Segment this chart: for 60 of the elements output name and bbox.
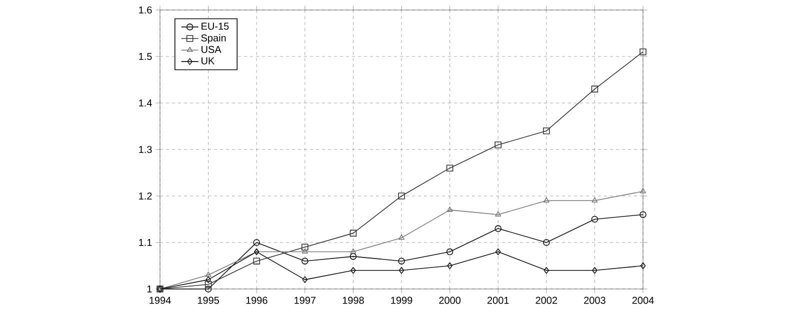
point bbox=[253, 258, 260, 264]
point bbox=[543, 197, 550, 203]
y-tick-label: 1.1 bbox=[139, 239, 152, 246]
point bbox=[302, 276, 308, 284]
point bbox=[302, 244, 308, 251]
point bbox=[206, 276, 211, 284]
legend-label: UK bbox=[202, 57, 215, 64]
point bbox=[640, 188, 646, 194]
x-tick-label: 2003 bbox=[584, 296, 606, 304]
x-tick-label: 1996 bbox=[246, 296, 268, 304]
point bbox=[591, 216, 598, 223]
point bbox=[640, 48, 646, 56]
point bbox=[494, 225, 502, 232]
point bbox=[591, 86, 598, 92]
point bbox=[447, 262, 452, 270]
point bbox=[640, 262, 646, 270]
point bbox=[350, 230, 357, 237]
legend-label: USA bbox=[202, 46, 222, 53]
point bbox=[592, 266, 598, 274]
point bbox=[398, 234, 405, 240]
point bbox=[205, 272, 212, 277]
y-tick-label: 1.2 bbox=[139, 192, 152, 200]
point bbox=[640, 211, 646, 218]
x-tick-label: 1997 bbox=[294, 296, 316, 304]
point bbox=[350, 248, 356, 254]
y-tick-label: 1.6 bbox=[139, 6, 152, 14]
x-tick-label: 1995 bbox=[198, 296, 220, 304]
point bbox=[494, 141, 502, 148]
x-tick-label: 1999 bbox=[391, 296, 412, 304]
point bbox=[592, 197, 598, 203]
y-tick-label: 1.3 bbox=[139, 146, 152, 154]
point bbox=[350, 266, 356, 274]
x-tick-label: 2000 bbox=[439, 296, 461, 304]
x-tick-label: 1998 bbox=[342, 296, 364, 304]
x-tick-label: 2004 bbox=[632, 296, 654, 304]
point bbox=[543, 127, 550, 134]
point bbox=[204, 286, 212, 292]
x-tick-label: 2001 bbox=[487, 296, 509, 304]
point bbox=[398, 258, 405, 264]
point bbox=[446, 206, 453, 212]
point bbox=[302, 248, 308, 254]
y-tick-label: 1.4 bbox=[139, 100, 152, 106]
x-tick-label: 2002 bbox=[536, 296, 558, 304]
y-tick-label: 1 bbox=[147, 286, 152, 292]
point bbox=[398, 192, 405, 200]
point bbox=[302, 258, 308, 264]
y-tick-label: 1.5 bbox=[139, 53, 152, 60]
point bbox=[446, 164, 454, 172]
point bbox=[543, 239, 550, 246]
point bbox=[350, 253, 357, 260]
point bbox=[495, 211, 502, 216]
point bbox=[495, 248, 501, 256]
legend-label: Spain bbox=[201, 34, 226, 44]
point bbox=[204, 280, 212, 288]
x-tick-label: 1994 bbox=[150, 296, 171, 304]
legend-label: EU-15 bbox=[202, 22, 229, 30]
point bbox=[446, 248, 454, 256]
point bbox=[544, 266, 550, 274]
point bbox=[253, 239, 260, 246]
point bbox=[398, 266, 404, 274]
